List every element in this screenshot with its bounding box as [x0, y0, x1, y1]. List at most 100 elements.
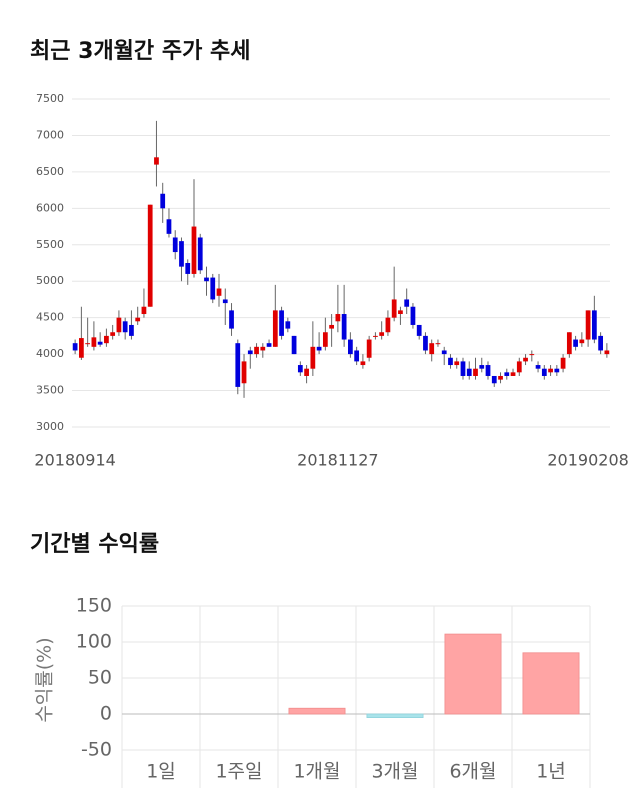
candle-body: [85, 343, 91, 345]
candle-body: [279, 310, 284, 336]
chart-title: 최근 3개월간 주가 추세: [30, 39, 250, 64]
y-tick-label: 0: [100, 703, 112, 725]
candle-body: [441, 350, 447, 355]
candle-body: [385, 317, 391, 333]
y-tick-label: 3500: [36, 384, 64, 397]
candle-body: [516, 361, 522, 373]
candle-body: [341, 314, 347, 340]
x-tick-label: 20181127: [297, 451, 378, 470]
candle-body: [604, 350, 610, 355]
y-tick-label: 5000: [36, 274, 64, 287]
x-tick-label: 6개월: [449, 761, 496, 783]
y-axis-label: 수익률(%): [34, 637, 56, 722]
candle-body: [454, 361, 460, 366]
candle-body: [135, 317, 141, 322]
candle-body: [172, 237, 178, 253]
candle-body: [485, 365, 491, 376]
candle-body: [510, 372, 516, 376]
candle-body: [329, 324, 334, 329]
candle-body: [216, 288, 222, 296]
candle-body: [598, 335, 603, 351]
y-tick-label: 7000: [36, 128, 64, 141]
candle-body: [166, 219, 172, 234]
candle-body: [579, 339, 585, 344]
candle-body: [304, 368, 309, 376]
x-tick-label: 1년: [536, 761, 566, 783]
candle-body: [491, 375, 497, 384]
candle-body: [316, 346, 322, 351]
candle-body: [560, 357, 566, 369]
x-tick-label: 20190208: [547, 451, 628, 470]
candle-body: [391, 299, 397, 318]
candle-body: [266, 343, 272, 347]
candle-body: [523, 357, 528, 362]
candle-body: [254, 346, 259, 355]
candle-body: [241, 361, 247, 384]
candle-body: [210, 277, 216, 300]
y-tick-label: 6000: [36, 201, 64, 214]
candle-body: [473, 368, 478, 376]
candle-body: [72, 343, 78, 351]
candle-body: [204, 277, 209, 282]
candle-body: [360, 361, 366, 366]
y-tick-label: 6500: [36, 165, 64, 178]
candle-body: [116, 317, 122, 333]
y-tick-label: 4500: [36, 311, 64, 324]
candle-body: [335, 314, 341, 322]
candle-body: [179, 241, 184, 267]
candle-body: [573, 339, 578, 347]
bar: [444, 633, 502, 715]
candle-body: [191, 226, 197, 274]
candle-body: [479, 365, 485, 369]
candle-body: [91, 337, 97, 347]
candle-body: [591, 310, 597, 340]
y-tick-label: -50: [81, 739, 112, 761]
candle-body: [154, 157, 159, 165]
x-tick-label: 1주일: [215, 761, 262, 783]
candle-body: [97, 341, 103, 345]
candle-body: [529, 354, 535, 356]
candle-body: [104, 335, 109, 344]
candle-body: [373, 335, 378, 337]
candle-body: [322, 332, 328, 347]
x-tick-label: 1개월: [293, 761, 340, 783]
candle-body: [541, 368, 547, 376]
y-tick-label: 3000: [36, 420, 64, 433]
candle-body: [147, 204, 153, 307]
bar: [288, 707, 346, 715]
candle-body: [379, 332, 385, 336]
candle-body: [260, 346, 266, 351]
candle-body: [423, 335, 428, 351]
y-tick-label: 100: [76, 631, 112, 653]
candle-body: [535, 365, 541, 369]
x-tick-label: 1일: [146, 761, 176, 783]
candle-body: [354, 350, 360, 362]
candle-body: [554, 368, 560, 373]
candle-body: [160, 193, 166, 209]
y-tick-label: 7500: [36, 92, 64, 105]
bar: [366, 713, 424, 718]
x-tick-label: 3개월: [371, 761, 418, 783]
candle-body: [504, 372, 510, 376]
chart-title: 기간별 수익률: [30, 532, 159, 557]
candle-body: [129, 324, 134, 336]
candle-body: [448, 357, 453, 366]
candle-body: [297, 365, 303, 373]
candle-body: [416, 324, 422, 336]
candle-body: [466, 368, 472, 376]
candle-body: [229, 310, 234, 329]
candle-body: [429, 343, 435, 355]
candle-body: [548, 368, 553, 373]
candle-body: [348, 339, 353, 355]
candle-body: [79, 338, 84, 358]
bar: [522, 652, 580, 715]
candle-body: [435, 343, 441, 345]
candle-body: [310, 346, 316, 369]
candle-body: [185, 263, 191, 274]
candle-body: [122, 321, 128, 333]
candle-body: [285, 321, 291, 329]
y-tick-label: 50: [88, 667, 112, 689]
y-tick-label: 4000: [36, 347, 64, 360]
candle-body: [222, 299, 228, 304]
candle-body: [404, 299, 410, 307]
